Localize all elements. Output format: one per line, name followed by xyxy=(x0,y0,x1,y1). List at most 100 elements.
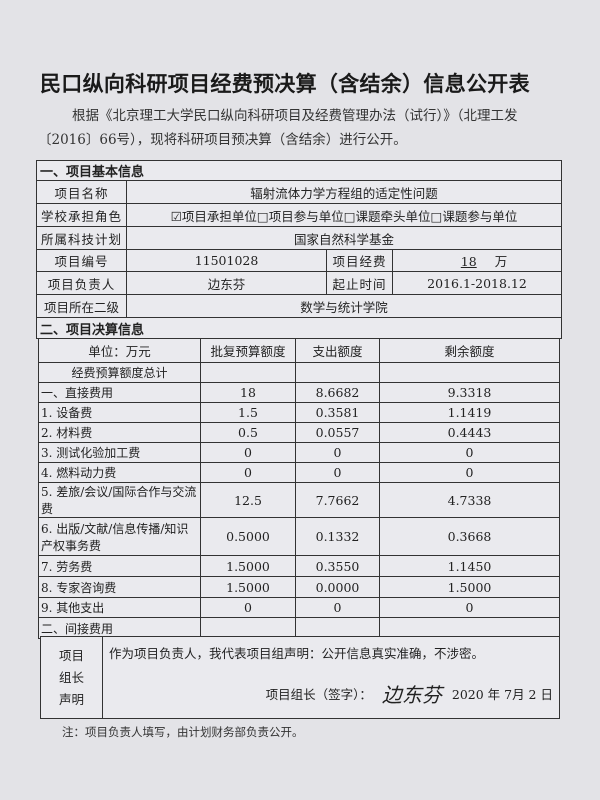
cell-spent: 8.6682 xyxy=(295,382,380,403)
cell-label: 2. 材料费 xyxy=(38,422,201,443)
cell-budget: 0.5000 xyxy=(200,517,296,556)
dept-value: 数学与统计学院 xyxy=(126,294,562,318)
cell-remaining: 1.1450 xyxy=(379,555,560,577)
cell-remaining: 0 xyxy=(379,597,560,618)
checked-box-icon[interactable]: ☑ xyxy=(170,208,182,224)
table-row: 经费预算额度总计 xyxy=(38,362,560,383)
table-row: 3. 测试化验加工费 0 0 0 xyxy=(38,442,560,463)
cell-remaining: 0.4443 xyxy=(379,422,560,443)
cell-budget: 0 xyxy=(200,442,296,463)
cell-label: 4. 燃料动力费 xyxy=(38,462,201,483)
role-option-label: 项目参与单位 xyxy=(268,208,344,224)
budget-table: 单位：万元 批复预算额度 支出额度 剩余额度 经费预算额度总计 一、直接费用 18 8… xyxy=(38,338,560,639)
declaration-label-text: 项目组长声明 xyxy=(58,647,84,707)
funding-label: 项目经费 xyxy=(326,249,393,272)
cell-spent xyxy=(295,362,380,383)
project-name: 辐射流体力学方程组的适定性问题 xyxy=(126,180,562,204)
cell-remaining: 0.3668 xyxy=(379,517,560,556)
plan-value: 国家自然科学基金 xyxy=(126,226,562,250)
table-row: 8. 专家咨询费 1.5000 0.0000 1.5000 xyxy=(38,576,560,598)
cell-label: 9. 其他支出 xyxy=(38,597,201,618)
cell-spent: 0.0000 xyxy=(295,576,380,598)
checkbox-icon[interactable]: □ xyxy=(256,208,269,224)
cell-spent: 0.0557 xyxy=(295,422,380,443)
funding-value: 18 万 xyxy=(392,249,562,272)
declaration-label: 项目组长声明 xyxy=(40,636,103,719)
declaration-body: 作为项目负责人，我代表项目组声明：公开信息真实准确，不涉密。 项目组长（签字）：… xyxy=(102,636,560,719)
cell-remaining: 1.5000 xyxy=(379,576,560,598)
checkbox-icon[interactable]: □ xyxy=(343,208,356,224)
number-label: 项目编号 xyxy=(36,249,127,272)
signature-line: 项目组长（签字）： 边东芬 2020 年 7月 2 日 xyxy=(266,679,553,708)
section2-heading: 二、项目决算信息 xyxy=(36,317,562,339)
cell-budget: 12.5 xyxy=(200,482,296,518)
header-budget: 批复预算额度 xyxy=(200,338,296,363)
cell-spent: 7.7662 xyxy=(295,482,380,518)
cell-budget xyxy=(200,617,296,639)
intro-paragraph: 根据《北京理工大学民口纵向科研项目及经费管理办法（试行）》（北理工发〔2016〕… xyxy=(38,108,518,148)
cell-spent: 0 xyxy=(295,442,380,463)
basic-info-table: 一、项目基本信息 项目名称 辐射流体力学方程组的适定性问题 学校承担角色 ☑项目承… xyxy=(36,160,562,339)
leader-label: 项目负责人 xyxy=(36,271,127,295)
table-row: 4. 燃料动力费 0 0 0 xyxy=(38,462,560,483)
number-value: 11501028 xyxy=(126,249,327,272)
role-options: ☑项目承担单位□项目参与单位□课题牵头单位□课题参与单位 xyxy=(126,203,562,227)
cell-label: 8. 专家咨询费 xyxy=(38,576,201,598)
role-label: 学校承担角色 xyxy=(36,203,127,227)
section1-heading: 一、项目基本信息 xyxy=(36,160,562,181)
name-label: 项目名称 xyxy=(36,180,127,204)
footnote: 注：项目负责人填写，由计划财务部负责公开。 xyxy=(62,725,304,739)
header-unit: 单位：万元 xyxy=(38,338,201,363)
cell-spent: 0.1332 xyxy=(295,517,380,556)
cell-remaining: 0 xyxy=(379,462,560,483)
table-row: 1. 设备费 1.5 0.3581 1.1419 xyxy=(38,402,560,423)
cell-label: 3. 测试化验加工费 xyxy=(38,442,201,463)
cell-budget: 1.5000 xyxy=(200,576,296,598)
period-value: 2016.1-2018.12 xyxy=(392,271,562,295)
cell-remaining: 9.3318 xyxy=(379,382,560,403)
checkbox-icon[interactable]: □ xyxy=(430,208,443,224)
cell-remaining: 1.1419 xyxy=(379,402,560,423)
cell-spent: 0.3550 xyxy=(295,555,380,577)
table-row: 2. 材料费 0.5 0.0557 0.4443 xyxy=(38,422,560,443)
cell-spent: 0.3581 xyxy=(295,402,380,423)
leader-value: 边东芬 xyxy=(126,271,327,295)
plan-label: 所属科技计划 xyxy=(36,226,127,250)
declaration-table: 项目组长声明 作为项目负责人，我代表项目组声明：公开信息真实准确，不涉密。 项目… xyxy=(40,636,560,719)
cell-label: 1. 设备费 xyxy=(38,402,201,423)
table-row: 5. 差旅/会议/国际合作与交流费 12.5 7.7662 4.7338 xyxy=(38,482,560,518)
cell-remaining xyxy=(379,362,560,383)
header-remaining: 剩余额度 xyxy=(379,338,560,363)
cell-budget xyxy=(200,362,296,383)
dept-label: 项目所在二级 xyxy=(36,294,127,318)
cell-label: 二、间接费用 xyxy=(38,617,201,639)
role-option-label: 项目承担单位 xyxy=(181,208,257,224)
cell-budget: 0.5 xyxy=(200,422,296,443)
cell-label: 一、直接费用 xyxy=(38,382,201,403)
funding-amount: 18 xyxy=(460,254,477,269)
cell-label: 经费预算额度总计 xyxy=(38,362,201,383)
declaration-text: 作为项目负责人，我代表项目组声明：公开信息真实准确，不涉密。 xyxy=(109,646,485,661)
cell-budget: 0 xyxy=(200,462,296,483)
cell-budget: 1.5 xyxy=(200,402,296,423)
cell-spent: 0 xyxy=(295,597,380,618)
cell-label: 6. 出版/文献/信息传播/知识产权事务费 xyxy=(38,517,201,556)
table-row: 二、间接费用 xyxy=(38,617,560,639)
signature: 边东芬 xyxy=(381,683,442,707)
page-title: 民口纵向科研项目经费预决算（含结余）信息公开表 xyxy=(40,72,530,96)
role-option-label: 课题牵头单位 xyxy=(355,208,431,224)
table-row: 一、直接费用 18 8.6682 9.3318 xyxy=(38,382,560,403)
cell-remaining: 0 xyxy=(379,442,560,463)
table-row: 6. 出版/文献/信息传播/知识产权事务费 0.5000 0.1332 0.3668 xyxy=(38,517,560,556)
funding-unit: 万 xyxy=(494,254,508,269)
header-spent: 支出额度 xyxy=(295,338,380,363)
cell-spent: 0 xyxy=(295,462,380,483)
role-option-label: 课题参与单位 xyxy=(442,208,518,224)
cell-budget: 1.5000 xyxy=(200,555,296,577)
cell-budget: 18 xyxy=(200,382,296,403)
period-label: 起止时间 xyxy=(326,271,393,295)
cell-label: 7. 劳务费 xyxy=(38,555,201,577)
table-row: 9. 其他支出 0 0 0 xyxy=(38,597,560,618)
sign-label: 项目组长（签字）： xyxy=(265,687,372,702)
sign-date: 2020 年 7月 2 日 xyxy=(451,687,553,702)
